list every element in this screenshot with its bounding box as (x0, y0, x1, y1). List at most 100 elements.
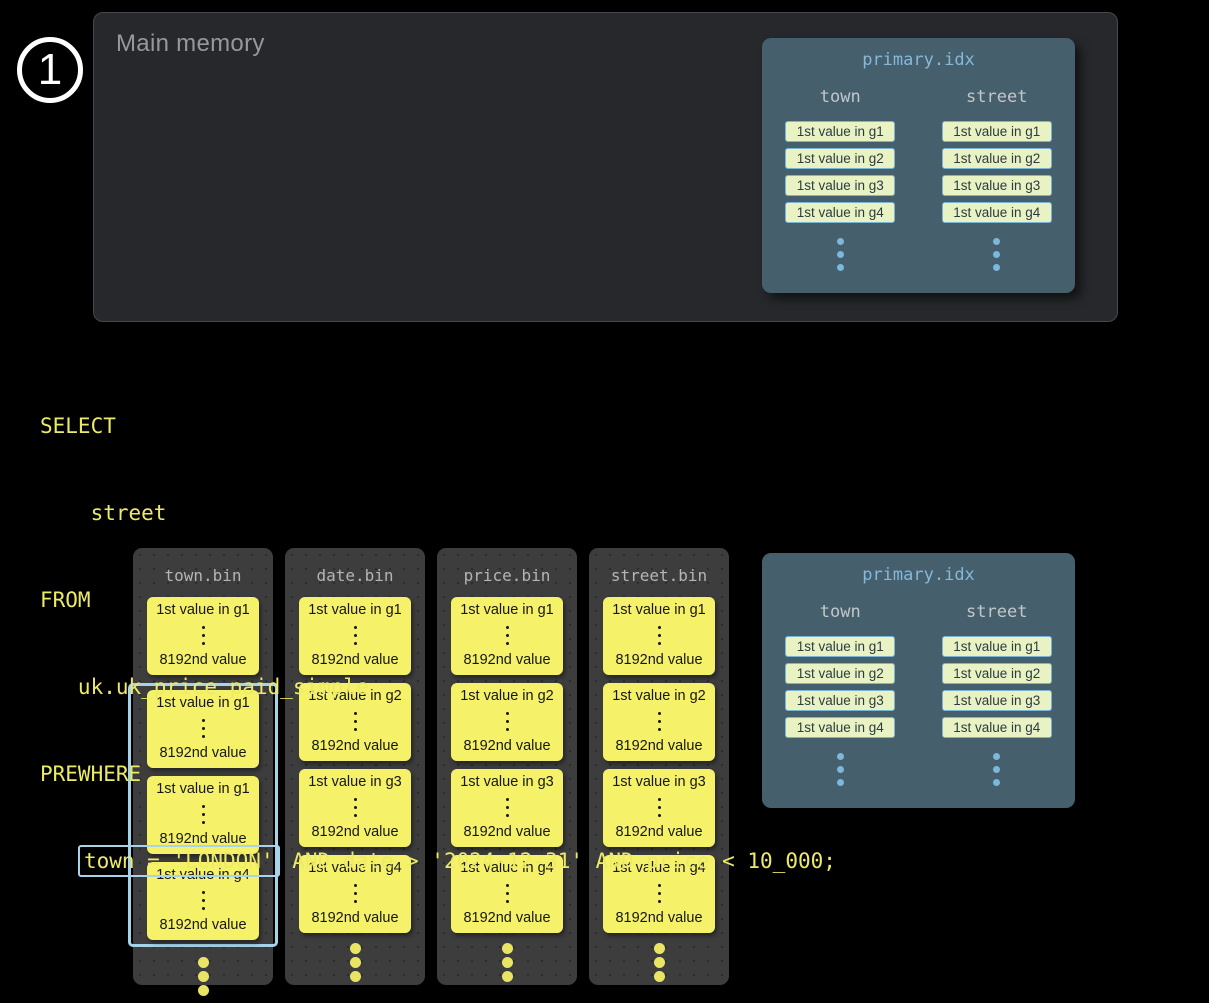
index-column-header: street (966, 602, 1028, 622)
granule-last-value: 8192nd value (311, 824, 399, 840)
ellipsis-dot (836, 264, 844, 271)
granule-ellipsis-dot (201, 718, 205, 722)
granule-list: 1st value in g1 8192nd value 1st value in … (285, 597, 425, 933)
ellipsis-dot (836, 779, 844, 786)
granule-ellipsis-dot (353, 719, 357, 723)
granule-ellipsis (657, 711, 661, 731)
granule-first-value: 1st value in g4 (612, 860, 706, 876)
ellipsis-dots (836, 238, 844, 271)
index-mark-cell: 1st value in g3 (785, 690, 896, 711)
index-column-header: street (966, 87, 1028, 107)
index-mark-cell: 1st value in g1 (785, 121, 896, 142)
granule-first-value: 1st value in g1 (308, 602, 402, 618)
granule-block: 1st value in g1 8192nd value (299, 597, 411, 675)
granule-first-value: 1st value in g1 (156, 695, 250, 711)
ellipsis-dot (836, 251, 844, 258)
more-granules-dot (197, 971, 209, 982)
more-granules-dots (589, 943, 729, 982)
granule-ellipsis-dot (505, 727, 509, 731)
granule-ellipsis (353, 883, 357, 903)
granule-first-value: 1st value in g4 (460, 860, 554, 876)
granule-first-value: 1st value in g1 (612, 602, 706, 618)
index-mark-cell: 1st value in g2 (941, 148, 1052, 169)
more-granules-dot (197, 985, 209, 996)
granule-ellipsis-dot (657, 899, 661, 903)
granule-last-value: 8192nd value (615, 910, 703, 926)
granule-first-value: 1st value in g2 (460, 688, 554, 704)
granule-block: 1st value in g4 8192nd value (451, 855, 563, 933)
ellipsis-dot (836, 753, 844, 760)
granule-ellipsis (657, 625, 661, 645)
bin-file-title: price.bin (463, 566, 551, 585)
granule-ellipsis-dot (657, 633, 661, 637)
primary-idx-columns: town 1st value in g1 1st value in g2 1st va… (762, 87, 1075, 271)
granule-ellipsis-dot (353, 711, 357, 715)
granule-list: 1st value in g1 8192nd value 1st value in … (437, 597, 577, 933)
granule-ellipsis-dot (201, 625, 205, 629)
sql-query: SELECT street FROM uk.uk_price_paid_simp… (40, 354, 836, 905)
bin-column-town-bin: town.bin 1st value in g1 8192nd value 1st v… (128, 548, 278, 996)
primary-idx-columns: town 1st value in g1 1st value in g2 1st va… (762, 602, 1075, 786)
granule-ellipsis-dot (201, 633, 205, 637)
granule-ellipsis-dot (353, 641, 357, 645)
granule-ellipsis (201, 890, 205, 910)
more-granules-dot (197, 957, 209, 968)
ellipsis-dot (993, 264, 1001, 271)
granule-first-value: 1st value in g4 (156, 867, 250, 883)
granule-ellipsis (505, 797, 509, 817)
index-mark-cell: 1st value in g4 (785, 202, 896, 223)
granule-ellipsis-dot (201, 898, 205, 902)
index-mark-cell: 1st value in g4 (941, 202, 1052, 223)
index-mark-cell: 1st value in g3 (941, 175, 1052, 196)
granule-first-value: 1st value in g3 (612, 774, 706, 790)
granule-block: 1st value in g3 8192nd value (603, 769, 715, 847)
step-number: 1 (37, 45, 63, 94)
main-memory-label: Main memory (116, 30, 265, 57)
index-mark-cell: 1st value in g4 (785, 717, 896, 738)
granule-ellipsis (353, 625, 357, 645)
granule-list: 1st value in g1 8192nd value 1st value in … (128, 597, 278, 947)
granule-ellipsis-dot (657, 625, 661, 629)
granule-ellipsis-dot (505, 813, 509, 817)
granule-block: 1st value in g3 8192nd value (451, 769, 563, 847)
bin-column-date-bin: date.bin 1st value in g1 8192nd value 1st v… (285, 548, 425, 985)
granule-ellipsis-dot (505, 797, 509, 801)
granule-ellipsis-dot (201, 890, 205, 894)
index-column-header: town (819, 87, 861, 107)
granule-first-value: 1st value in g2 (308, 688, 402, 704)
granule-ellipsis-dot (657, 719, 661, 723)
granule-last-value: 8192nd value (311, 738, 399, 754)
more-granules-dot (653, 943, 665, 954)
granule-block: 1st value in g4 8192nd value (299, 855, 411, 933)
ellipsis-dot (993, 753, 1001, 760)
more-granules-dot (501, 957, 513, 968)
granule-last-value: 8192nd value (615, 824, 703, 840)
granule-first-value: 1st value in g1 (156, 602, 250, 618)
granule-ellipsis-dot (657, 891, 661, 895)
granule-ellipsis-dot (201, 812, 205, 816)
primary-idx-title: primary.idx (862, 565, 975, 585)
bin-column-price-bin: price.bin 1st value in g1 8192nd value 1st … (437, 548, 577, 985)
granule-ellipsis (353, 797, 357, 817)
granule-ellipsis-dot (505, 633, 509, 637)
granule-block: 1st value in g1 8192nd value (451, 597, 563, 675)
index-column-street: street 1st value in g1 1st value in g2 1st … (919, 87, 1076, 271)
granule-last-value: 8192nd value (159, 745, 247, 761)
granule-ellipsis-dot (505, 641, 509, 645)
index-mark-cell: 1st value in g3 (785, 175, 896, 196)
index-column-town: town 1st value in g1 1st value in g2 1st va… (762, 87, 919, 271)
granule-ellipsis-dot (657, 641, 661, 645)
bin-column-street-bin: street.bin 1st value in g1 8192nd value 1st… (589, 548, 729, 985)
granule-ellipsis-dot (657, 805, 661, 809)
granule-last-value: 8192nd value (463, 652, 551, 668)
granule-ellipsis (201, 804, 205, 824)
ellipsis-dots (993, 238, 1001, 271)
granule-ellipsis (505, 711, 509, 731)
granule-block: 1st value in g3 8192nd value (299, 769, 411, 847)
primary-idx-box-memory: primary.idx town 1st value in g1 1st value … (762, 38, 1075, 293)
bin-file-title: date.bin (316, 566, 394, 585)
granule-ellipsis-dot (505, 805, 509, 809)
granule-first-value: 1st value in g2 (612, 688, 706, 704)
selected-granules-highlight: 1st value in g1 8192nd value 1st value in … (128, 683, 278, 947)
granule-ellipsis (657, 797, 661, 817)
